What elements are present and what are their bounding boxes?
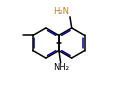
Text: H₂N: H₂N (53, 7, 69, 16)
Text: NH₂: NH₂ (53, 63, 69, 72)
